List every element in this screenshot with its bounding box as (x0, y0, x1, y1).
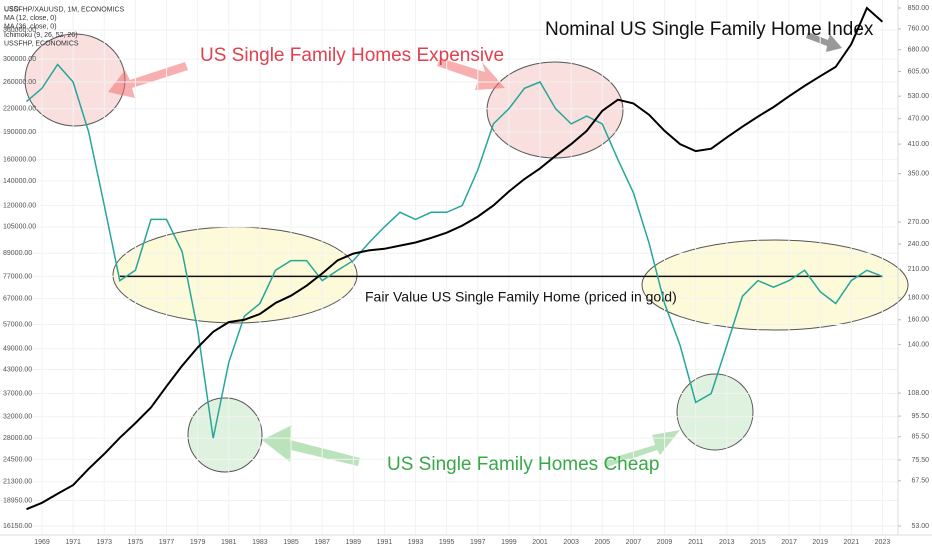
x-tick-label: 2015 (750, 539, 766, 546)
y-tick-label: 21300.00 (3, 479, 32, 486)
x-tick-label: 2023 (875, 539, 891, 546)
y-tick-label: 16150.00 (3, 523, 32, 530)
x-tick-label: 2003 (563, 539, 579, 546)
x-tick-label: 1973 (96, 539, 112, 546)
x-tick-label: 1977 (159, 539, 175, 546)
y-tick-label: 105000.00 (3, 224, 36, 231)
y2-tick-label: 75.50 (911, 457, 929, 464)
legend-entry: USSFHP, ECONOMICS (4, 40, 79, 47)
y2-tick-label: 350.00 (908, 170, 930, 177)
y-tick-label: 77000.00 (3, 273, 32, 280)
x-tick-label: 1985 (283, 539, 299, 546)
y2-tick-label: 760.00 (908, 26, 930, 33)
y2-tick-label: 240.00 (908, 241, 930, 248)
y-tick-label: 24500.00 (3, 456, 32, 463)
y2-tick-label: 85.50 (911, 434, 929, 441)
x-tick-label: 2013 (719, 539, 735, 546)
x-tick-label: 2017 (781, 539, 797, 546)
x-tick-label: 2011 (688, 539, 703, 546)
axis-unit: USD (4, 6, 19, 13)
x-tick-label: 2001 (532, 539, 548, 546)
y-tick-label: 49000.00 (3, 345, 32, 352)
y-tick-label: 32000.00 (3, 414, 32, 421)
y-tick-label: 220000.00 (3, 106, 36, 113)
y2-tick-label: 95.50 (911, 413, 929, 420)
y2-tick-label: 680.00 (908, 46, 930, 53)
x-tick-label: 2005 (595, 539, 611, 546)
y-tick-label: 140000.00 (3, 178, 36, 185)
arrow (262, 425, 360, 466)
y2-tick-label: 470.00 (908, 115, 930, 122)
y-tick-label: 190000.00 (3, 129, 36, 136)
y2-tick-label: 410.00 (908, 141, 930, 148)
x-tick-label: 1975 (128, 539, 144, 546)
expensive-zone (24, 33, 126, 127)
y-tick-label: 37000.00 (3, 390, 32, 397)
legend-entry: Ichimoku (9, 26, 52, 26) (4, 32, 78, 39)
y2-tick-label: 67.50 (911, 478, 929, 485)
y2-tick-label: 210.00 (908, 266, 930, 273)
x-tick-label: 1987 (314, 539, 330, 546)
x-tick-label: 1991 (377, 539, 393, 546)
annotation: US Single Family Homes Expensive (200, 45, 504, 66)
annotation: Nominal US Single Family Home Index (545, 19, 874, 40)
arrow (108, 62, 188, 98)
y-tick-label: 67000.00 (3, 296, 32, 303)
y2-tick-label: 140.00 (908, 342, 930, 349)
x-tick-label: 2009 (657, 539, 673, 546)
cheap-zone (187, 397, 263, 473)
legend-entry: MA (36, close, 0) (4, 23, 57, 30)
y2-tick-label: 180.00 (908, 295, 930, 302)
y-tick-label: 120000.00 (3, 202, 36, 209)
y2-tick-label: 270.00 (908, 219, 930, 226)
y2-tick-label: 605.00 (908, 68, 930, 75)
x-tick-label: 1997 (470, 539, 486, 546)
y2-tick-label: 53.00 (911, 523, 929, 530)
y-tick-label: 360000.00 (3, 27, 36, 34)
x-tick-label: 1969 (34, 539, 50, 546)
y-tick-label: 18950.00 (3, 497, 32, 504)
y2-tick-label: 530.00 (908, 93, 930, 100)
x-tick-label: 1971 (65, 539, 81, 546)
cheap-zone (676, 373, 754, 451)
x-tick-label: 1979 (190, 539, 206, 546)
legend-entry: MA (12, close, 0) (4, 15, 57, 22)
y-tick-label: 260000.00 (3, 79, 36, 86)
arrow (605, 430, 680, 467)
x-tick-label: 1999 (501, 539, 517, 546)
arrow (806, 32, 842, 52)
y2-tick-label: 850.00 (908, 5, 930, 12)
x-tick-label: 1993 (408, 539, 424, 546)
x-tick-label: 1983 (252, 539, 268, 546)
y2-tick-label: 160.00 (908, 317, 930, 324)
y-tick-label: 160000.00 (3, 156, 36, 163)
series-line (26, 6, 884, 511)
x-tick-label: 1989 (345, 539, 361, 546)
expensive-zone (486, 61, 624, 159)
y-tick-label: 89000.00 (3, 250, 32, 257)
y-tick-label: 28000.00 (3, 435, 32, 442)
x-tick-label: 1981 (221, 539, 237, 546)
annotation: Fair Value US Single Family Home (priced… (365, 289, 677, 305)
fair-zone (641, 239, 909, 331)
y-tick-label: 57000.00 (3, 321, 32, 328)
legend-entry: USSFHP/XAUUSD, 1M, ECONOMICS (4, 6, 125, 13)
x-tick-label: 2007 (626, 539, 642, 546)
x-tick-label: 1995 (439, 539, 455, 546)
x-tick-label: 2019 (812, 539, 828, 546)
series-line (26, 63, 883, 439)
y-tick-label: 43000.00 (3, 366, 32, 373)
annotation: US Single Family Homes Cheap (387, 454, 659, 475)
y2-tick-label: 108.00 (908, 390, 930, 397)
y-tick-label: 300000.00 (3, 56, 36, 63)
x-tick-label: 2021 (844, 539, 860, 546)
